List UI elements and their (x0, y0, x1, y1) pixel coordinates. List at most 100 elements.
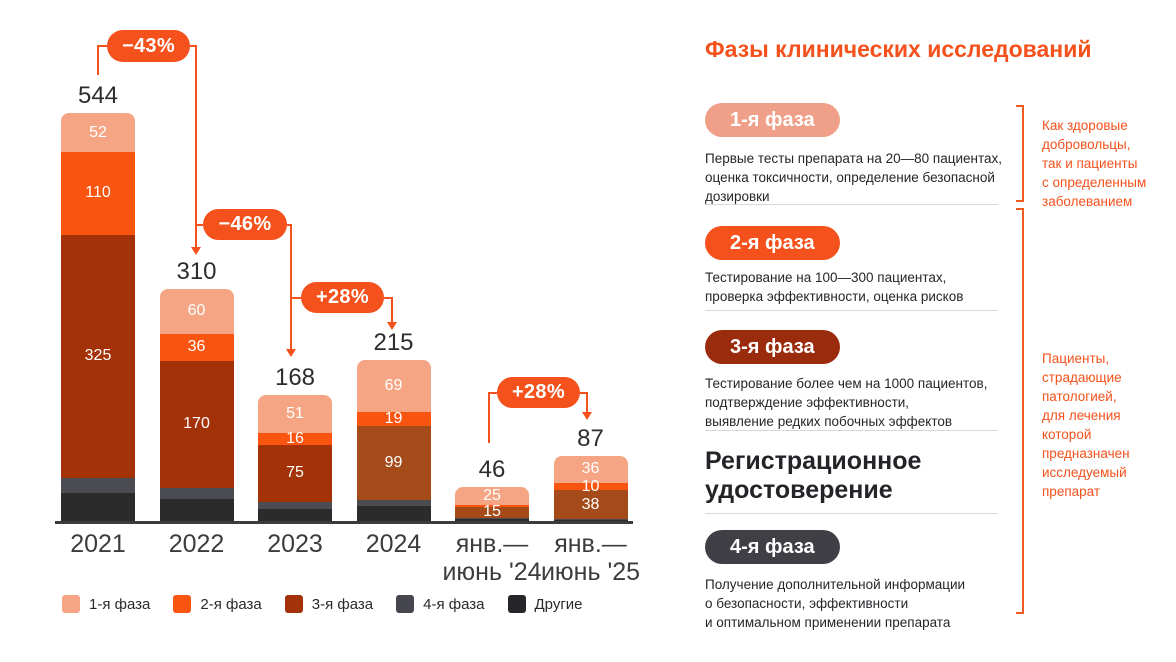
legend-item: Другие (507, 595, 583, 613)
bar-segment: 60 (159, 288, 234, 334)
legend-swatch (62, 595, 80, 613)
legend-label: 3-я фаза (311, 595, 374, 613)
bar-1: 52 110 325 (61, 113, 135, 521)
phase-4-pill: 4-я фаза (705, 530, 840, 564)
bar-segment: 325 (61, 234, 135, 479)
bar-segment (159, 488, 234, 500)
bar-segment: 110 (61, 152, 135, 235)
legend-swatch (507, 595, 526, 613)
x-axis-category-label: 2024 (365, 530, 422, 558)
legend-label: 4-я фаза (423, 595, 485, 613)
bar-total-label: 46 (478, 455, 506, 483)
panel-title: Фазы клинических исследований (705, 36, 1092, 62)
segment-value-label: 19 (384, 409, 403, 427)
arrow-down-icon (387, 322, 397, 330)
arrow-down-icon (286, 349, 296, 357)
annotation-connector (196, 224, 203, 226)
x-axis-category-label: 2023 (267, 530, 323, 558)
arrow-down-icon (191, 247, 201, 255)
segment-value-label: 170 (183, 415, 210, 433)
bar-segment (553, 519, 628, 521)
segment-value-label: 51 (286, 405, 304, 423)
legend-label: 2-я фаза (200, 595, 262, 613)
arrow-down-icon (582, 412, 592, 420)
phase-2-pill: 2-я фаза (705, 226, 840, 260)
annotation-connector (384, 297, 393, 322)
bar-segment: 19 (356, 409, 431, 427)
registration-heading: Регистрационное удостоверение (705, 447, 922, 504)
annotation-connector (292, 297, 301, 299)
divider (705, 513, 998, 514)
bar-segment: 75 (258, 445, 332, 502)
segment-value-label: 36 (581, 460, 600, 478)
bar-total-label: 215 (373, 328, 414, 356)
bar-segment (356, 500, 431, 506)
legend-item: 2-я фаза (173, 595, 262, 613)
bar-segment (455, 518, 529, 519)
bar-total-label: 168 (274, 364, 316, 391)
bar-segment (61, 478, 135, 493)
segment-value-label: 110 (85, 184, 111, 202)
annotation-connector (97, 45, 107, 75)
phase-1-description: Первые тесты препарата на 20—80 пациента… (705, 151, 1003, 204)
divider (705, 310, 998, 311)
bar-segment (455, 518, 529, 521)
chart-area: 52 110 325 544 2021 60 36 170 310 2022 51 16 75 168 20… (55, 30, 640, 586)
phase-1-pill: 1-я фаза (705, 103, 840, 137)
segment-value-label: 36 (187, 338, 206, 355)
legend-swatch (173, 595, 192, 613)
bar-segment (61, 492, 135, 521)
segment-value-label: 60 (187, 302, 206, 319)
bar-segment: 10 (553, 478, 628, 494)
segment-value-label: 325 (84, 347, 112, 365)
change-badge: −43% (107, 30, 190, 62)
segment-value-label: 25 (483, 486, 501, 504)
divider (705, 204, 998, 205)
bar-segment: 16 (258, 431, 332, 447)
x-axis-category-label: 2021 (70, 530, 126, 558)
bar-segment: 99 (356, 425, 431, 500)
phase-3-pill: 3-я фаза (705, 330, 840, 364)
bar-segment: 69 (356, 359, 431, 412)
segment-value-label: 15 (483, 503, 501, 521)
bar-segment (159, 499, 234, 521)
bar-segment (258, 501, 332, 509)
annotation-connector (580, 392, 588, 412)
phase-4-description: Получение дополнительной информации о бе… (705, 577, 966, 630)
bar-2: 60 36 170 (159, 288, 234, 521)
change-badge: +28% (497, 377, 580, 408)
bar-3: 51 16 75 (258, 395, 332, 521)
phase-2-description: Тестирование на 100—300 пациентах, прове… (705, 270, 964, 304)
bar-segment: 38 (553, 490, 628, 519)
bar-segment: 170 (159, 360, 234, 488)
bar-6: 36 10 38 (553, 455, 628, 521)
annotation-connector (190, 45, 197, 247)
bar-segment: 36 (159, 333, 234, 361)
bar-total-label: 87 (577, 424, 604, 452)
segment-value-label: 10 (581, 477, 600, 495)
change-badge: −46% (203, 209, 287, 240)
segment-value-label: 52 (89, 123, 107, 141)
segment-value-label: 75 (286, 464, 304, 482)
bar-total-label: 544 (77, 82, 119, 109)
bar-segment (258, 509, 332, 521)
bracket-phases-2-4 (1016, 208, 1024, 614)
x-axis-category-label: янв.— июнь '24 (442, 530, 542, 586)
bar-segment: 51 (258, 395, 332, 434)
segment-value-label: 38 (581, 495, 600, 513)
bar-segment: 36 (553, 455, 628, 483)
bar-segment: 52 (61, 113, 135, 152)
chart-legend: 1-я фаза 2-я фаза 3-я фаза 4-я фаза Другие (62, 595, 583, 613)
bar-segment: 25 (455, 486, 529, 506)
bar-segment (455, 505, 529, 507)
bar-5: 25 15 (455, 486, 529, 521)
annotation-connector (488, 392, 497, 443)
legend-swatch (284, 595, 303, 613)
phase-3-description: Тестирование более чем на 1000 пациентов… (705, 376, 988, 429)
legend-item: 3-я фаза (284, 595, 374, 613)
legend-item: 4-я фаза (396, 595, 485, 613)
bracket-phase-1-note: Как здоровые добровольцы, так и пациенты… (1042, 118, 1147, 209)
bar-segment (356, 506, 431, 521)
segment-value-label: 69 (384, 376, 403, 394)
x-axis-line (55, 521, 633, 524)
